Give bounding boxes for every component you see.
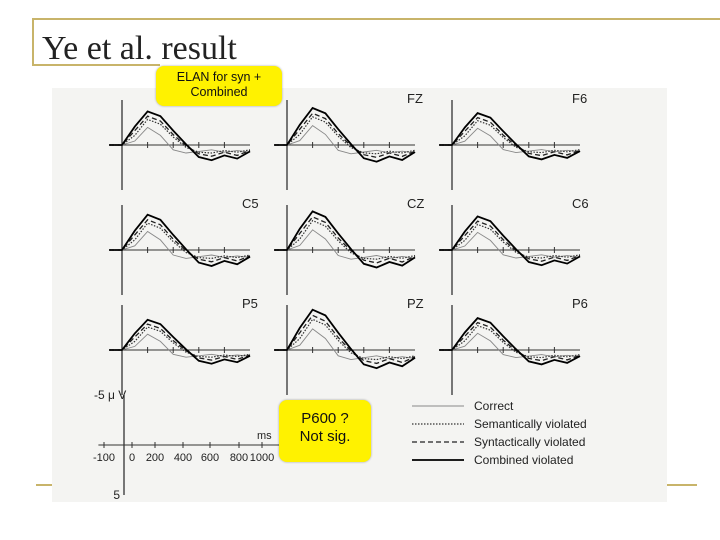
panel-label: C5	[242, 196, 259, 211]
erp-series-line	[274, 308, 416, 370]
erp-series-line	[109, 126, 251, 154]
panel-label: CZ	[407, 196, 424, 211]
erp-series-line	[439, 332, 581, 359]
scale-time-tick-label: 0	[129, 452, 135, 464]
erp-series-line	[109, 110, 251, 162]
erp-series-line	[109, 323, 251, 361]
erp-series-line	[109, 118, 251, 154]
scale-time-tick-label: 400	[174, 452, 192, 464]
frame-bottom-line-right	[667, 484, 697, 486]
legend-entry: Combined violated	[474, 453, 573, 467]
erp-series-line	[439, 116, 581, 157]
elan-callout: ELAN for syn + Combined	[156, 66, 282, 106]
legend-entry: Semantically violated	[474, 417, 587, 431]
panel-label: PZ	[407, 296, 424, 311]
erp-series-line	[109, 333, 251, 358]
frame-top-line	[32, 18, 720, 20]
legend-entry: Syntactically violated	[474, 435, 585, 449]
elan-callout-line-1: ELAN for syn +	[176, 70, 262, 84]
erp-series-line	[439, 220, 581, 262]
erp-series-line	[274, 124, 416, 155]
p600-callout-line-2: Not sig.	[299, 428, 351, 445]
erp-series-line	[439, 112, 581, 161]
erp-series-line	[274, 229, 416, 260]
scale-time-tick-label: 200	[146, 452, 164, 464]
erp-series-line	[274, 219, 416, 260]
erp-series-line	[439, 127, 581, 154]
erp-series-line	[439, 215, 581, 267]
scale-time-unit: ms	[257, 430, 272, 442]
erp-series-line	[109, 213, 251, 267]
panel-label: FZ	[407, 91, 423, 106]
frame-title-underline	[32, 64, 160, 66]
erp-series-line	[274, 210, 416, 269]
erp-series-line	[439, 231, 581, 259]
panel-label: P6	[572, 296, 588, 311]
erp-series-line	[274, 328, 416, 361]
scale-amplitude-label: -5 μ V	[94, 388, 126, 402]
scale-time-tick-label: 1000	[250, 452, 274, 464]
erp-series-line	[109, 219, 251, 263]
scale-time-tick-label: 600	[201, 452, 219, 464]
erp-series-line	[439, 317, 581, 366]
frame-left-line	[32, 18, 34, 64]
panel-label: C6	[572, 196, 589, 211]
erp-series-line	[274, 314, 416, 365]
frame-bottom-line-left	[36, 484, 52, 486]
erp-series-line	[274, 106, 416, 163]
legend-entry: Correct	[474, 399, 514, 413]
erp-series-line	[274, 318, 416, 361]
erp-series-line	[109, 222, 251, 260]
scale-amplitude-bottom-label: 5	[113, 488, 120, 502]
elan-callout-line-2: Combined	[190, 85, 248, 99]
erp-series-line	[439, 324, 581, 359]
erp-series-line	[439, 223, 581, 259]
erp-series-line	[439, 119, 581, 154]
p600-callout: P600 ? Not sig.	[279, 400, 371, 462]
erp-series-line	[109, 326, 251, 358]
panel-label: P5	[242, 296, 258, 311]
slide-title: Ye et al. result	[42, 30, 237, 67]
p600-callout-line-1: P600 ?	[301, 410, 349, 427]
erp-series-line	[109, 318, 251, 365]
scale-time-tick-label: -100	[93, 452, 115, 464]
erp-chart: F5FZF6C5CZC6P5PZP6-5 μ V5ms-100020040060…	[93, 91, 589, 502]
erp-series-line	[109, 230, 251, 259]
erp-series-line	[274, 216, 416, 264]
erp-series-line	[439, 321, 581, 362]
panel-label: F6	[572, 91, 587, 106]
scale-time-tick-label: 800	[230, 452, 248, 464]
erp-series-line	[109, 115, 251, 157]
